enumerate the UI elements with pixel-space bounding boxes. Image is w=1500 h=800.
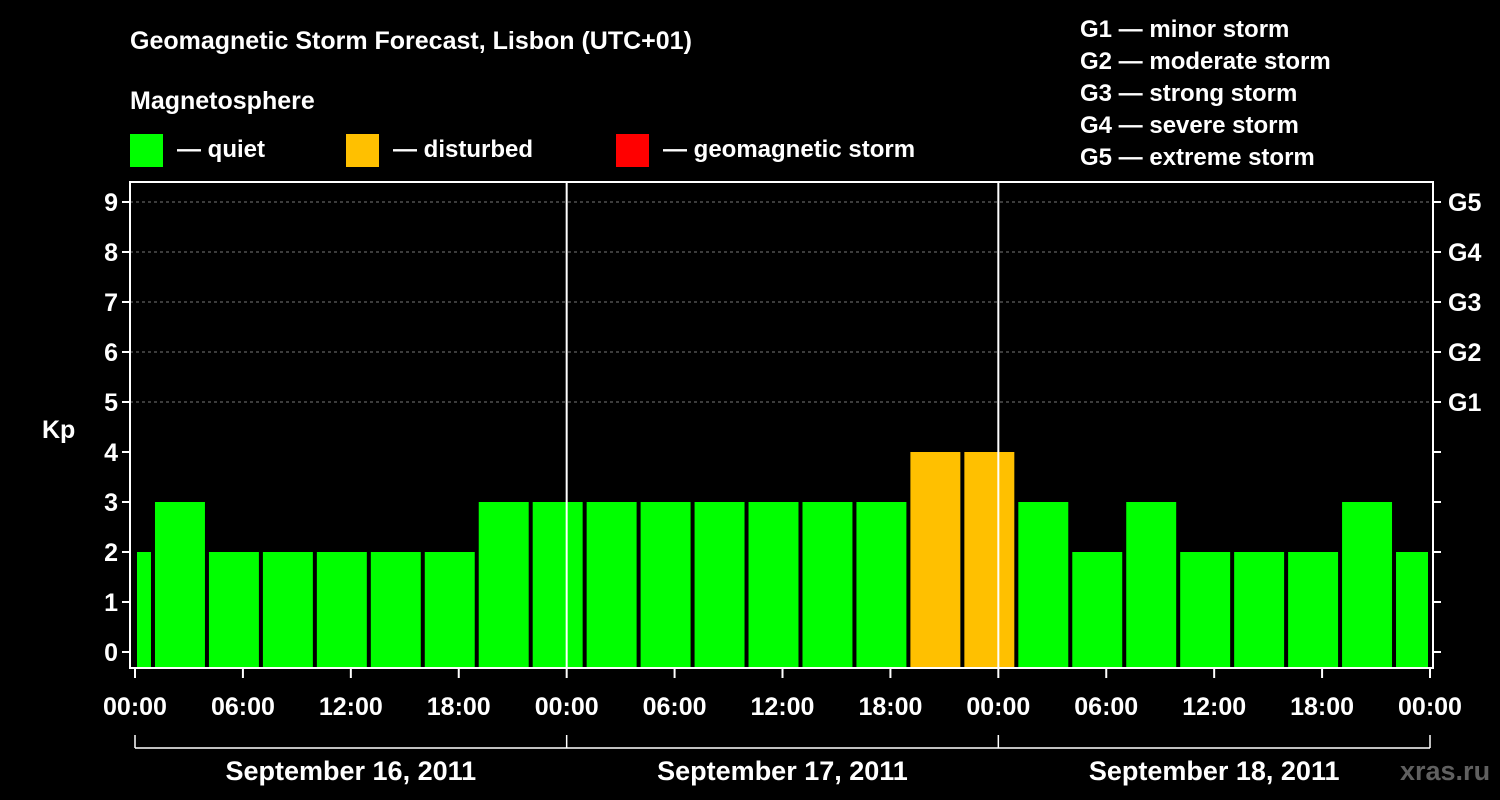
g-level-label: G1	[1448, 389, 1481, 417]
storm-scale-g4: G4 — severe storm	[1080, 112, 1299, 139]
kp-bar	[640, 502, 691, 668]
kp-bar	[1180, 552, 1231, 668]
kp-bar	[208, 552, 259, 668]
legend-swatch-quiet	[130, 134, 163, 167]
y-tick-label: 5	[104, 389, 118, 417]
y-axis-label: Kp	[42, 416, 75, 444]
x-tick-label: 18:00	[427, 693, 491, 721]
kp-bar	[1396, 552, 1428, 668]
x-tick-label: 12:00	[751, 693, 815, 721]
x-tick-label: 00:00	[966, 693, 1030, 721]
x-tick-label: 06:00	[643, 693, 707, 721]
x-tick-label: 00:00	[1398, 693, 1462, 721]
y-tick-label: 9	[104, 189, 118, 217]
y-tick-label: 6	[104, 339, 118, 367]
kp-bar	[1126, 502, 1177, 668]
kp-bar	[1342, 502, 1393, 668]
storm-scale-g3: G3 — strong storm	[1080, 80, 1297, 107]
kp-bar	[262, 552, 313, 668]
legend-label-disturbed: — disturbed	[393, 136, 533, 163]
x-tick-label: 06:00	[1074, 693, 1138, 721]
storm-scale-g2: G2 — moderate storm	[1080, 48, 1331, 75]
y-tick-label: 2	[104, 539, 118, 567]
kp-bar	[478, 502, 529, 668]
kp-bar	[694, 502, 745, 668]
y-tick-label: 0	[104, 639, 118, 667]
kp-bar	[802, 502, 853, 668]
storm-scale-g1: G1 — minor storm	[1080, 16, 1289, 43]
kp-bar	[586, 502, 637, 668]
y-tick-label: 1	[104, 589, 118, 617]
chart-title: Geomagnetic Storm Forecast, Lisbon (UTC+…	[130, 27, 692, 55]
legend-swatch-storm	[616, 134, 649, 167]
legend-label-quiet: — quiet	[177, 136, 265, 163]
x-tick-label: 12:00	[1182, 693, 1246, 721]
x-tick-label: 18:00	[858, 693, 922, 721]
kp-bar	[964, 452, 1015, 668]
y-tick-label: 8	[104, 239, 118, 267]
g-level-label: G5	[1448, 189, 1481, 217]
x-tick-label: 12:00	[319, 693, 383, 721]
chart-grid	[130, 201, 1433, 403]
date-label: September 17, 2011	[657, 756, 908, 786]
g-level-label: G4	[1448, 239, 1481, 267]
kp-bar	[316, 552, 367, 668]
legend-heading: Magnetosphere	[130, 87, 315, 115]
chart-bars	[137, 452, 1428, 668]
kp-bar	[424, 552, 475, 668]
kp-bar	[1288, 552, 1339, 668]
storm-scale-g5: G5 — extreme storm	[1080, 144, 1315, 171]
g-level-label: G2	[1448, 339, 1481, 367]
x-tick-label: 00:00	[103, 693, 167, 721]
legend-label-storm: — geomagnetic storm	[663, 136, 915, 163]
chart-axes: 0 1 2 3 4 5 6 7 8 9 G1 G2 G3 G4 G5 00:00 06:00 12:00 18:00…	[103, 181, 1481, 786]
legend-swatch-disturbed	[346, 134, 379, 167]
kp-bar	[1234, 552, 1285, 668]
x-tick-label: 06:00	[211, 693, 275, 721]
g-level-label: G3	[1448, 289, 1481, 317]
kp-bar	[748, 502, 799, 668]
kp-bar	[1018, 502, 1069, 668]
date-label: September 18, 2011	[1089, 756, 1340, 786]
date-label: September 16, 2011	[225, 756, 476, 786]
y-tick-label: 3	[104, 489, 118, 517]
kp-bar	[370, 552, 421, 668]
x-tick-label: 00:00	[535, 693, 599, 721]
kp-bar	[910, 452, 961, 668]
kp-bar	[154, 502, 205, 668]
kp-bar	[137, 552, 151, 668]
kp-bar	[1072, 552, 1123, 668]
kp-bar	[532, 502, 583, 668]
y-tick-label: 4	[104, 439, 118, 467]
watermark: xras.ru	[1400, 756, 1490, 786]
x-tick-label: 18:00	[1290, 693, 1354, 721]
y-tick-label: 7	[104, 289, 118, 317]
kp-bar	[856, 502, 907, 668]
